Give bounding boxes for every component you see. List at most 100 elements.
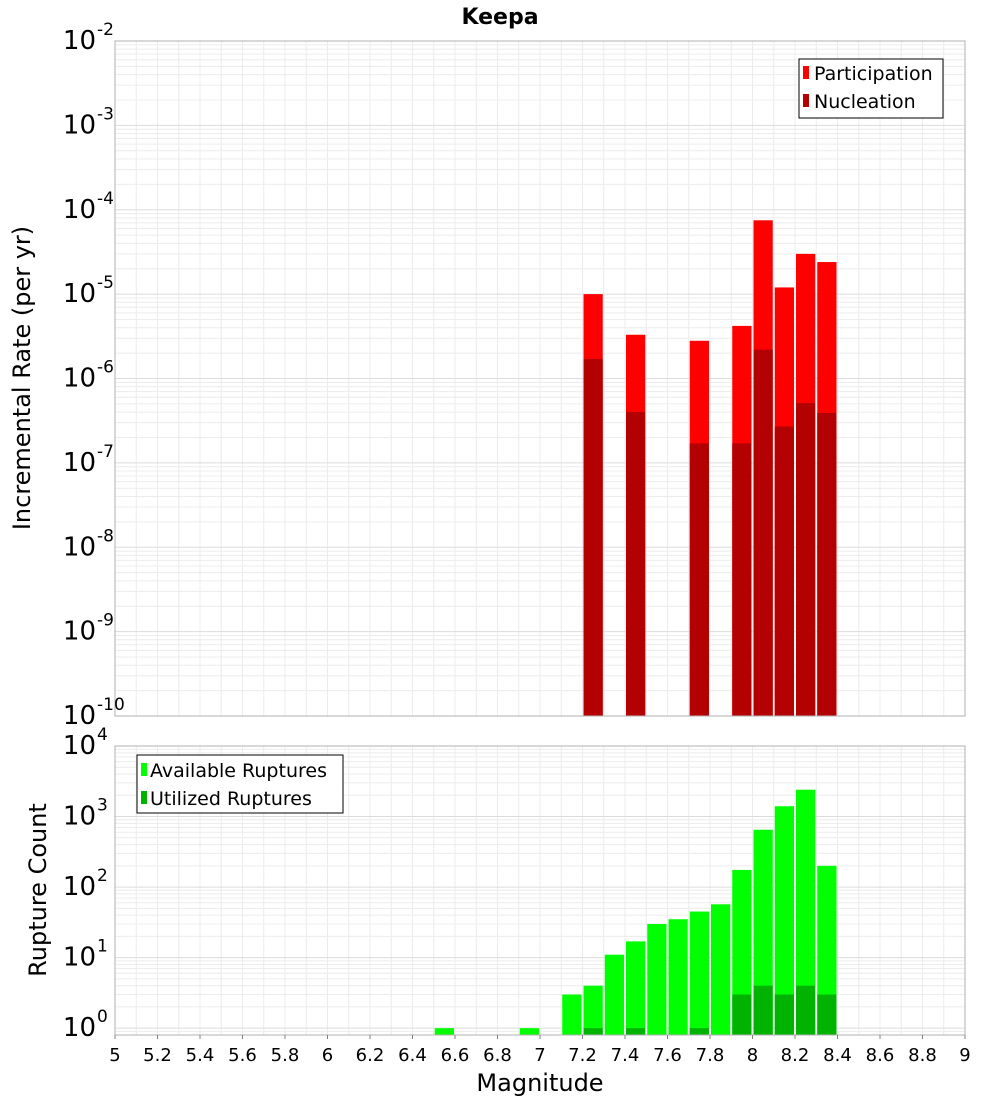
available-ruptures-bar [711,904,731,1035]
top-y-tick-exponent: -4 [97,189,114,209]
x-tick-label: 8 [747,1045,758,1066]
top-y-tick-base: 10 [63,279,96,309]
top-y-tick-exponent: -7 [97,442,114,462]
available-ruptures-bar [626,941,646,1035]
top-plot-frame [114,40,966,717]
nucleation-bar [626,412,646,716]
top-y-tick-base: 10 [63,195,96,225]
top-y-tick-exponent: -5 [97,273,114,293]
available-ruptures-bar [668,919,688,1035]
bottom-y-tick-base: 10 [63,731,96,761]
x-tick-label: 8.8 [908,1045,937,1066]
utilized-ruptures-bar [817,994,837,1035]
utilized-ruptures-bar [753,985,773,1035]
utilized-ruptures-bar [796,985,816,1035]
utilized-ruptures-bar [774,994,794,1035]
nucleation-bar [796,403,816,716]
bottom-y-tick-exponent: 0 [97,1007,108,1027]
utilized-ruptures-bar [689,1028,709,1035]
x-tick-label: 6.8 [483,1045,512,1066]
x-tick-label: 5.2 [143,1045,172,1066]
nucleation-bar [732,443,752,716]
x-tick-label: 5.6 [228,1045,257,1066]
x-tick-label: 6.6 [441,1045,470,1066]
available-ruptures-bar [519,1028,539,1035]
top-y-tick-base: 10 [63,617,96,647]
nucleation-bar [583,359,603,716]
legend-label-available: Available Ruptures [150,760,327,782]
x-tick-label: 9 [959,1045,970,1066]
legend-label-participation: Participation [814,63,933,85]
top-y-tick-base: 10 [63,532,96,562]
nucleation-bar [774,426,794,716]
top-y-tick-exponent: -8 [97,526,114,546]
bottom-y-tick-exponent: 2 [97,866,108,886]
available-ruptures-bar [647,923,667,1035]
x-axis-label: Magnitude [476,1069,603,1097]
top-y-tick-exponent: -3 [97,104,114,124]
available-ruptures-bar [583,985,603,1035]
nucleation-bar [689,443,709,716]
available-ruptures-bar [753,829,773,1035]
x-tick-labels: 5 5.2 5.4 5.6 5.8 6 6.2 6.4 6.6 6.8 7 7.2 7.4 7.6 7.8 8… [109,1035,971,1066]
top-y-tick-exponent: -6 [97,358,114,378]
utilized-ruptures-bar [626,1028,646,1035]
x-tick-label: 8.6 [866,1045,895,1066]
utilized-ruptures-bar [583,1028,603,1035]
x-tick-label: 8.4 [823,1045,852,1066]
utilized-ruptures-bar [732,994,752,1035]
chart-title: Keepa [461,5,538,30]
nucleation-bar [817,413,837,716]
x-tick-label: 7 [534,1045,545,1066]
legend-swatch-nucleation [803,94,809,107]
top-legend: Participation Nucleation [798,58,944,119]
available-ruptures-bar [796,789,816,1035]
x-tick-label: 7.6 [653,1045,682,1066]
x-tick-label: 7.2 [568,1045,597,1066]
bottom-y-tick-exponent: 1 [97,937,108,957]
legend-label-nucleation: Nucleation [814,91,916,113]
bottom-y-tick-base: 10 [63,802,96,832]
x-tick-label: 8.2 [781,1045,810,1066]
available-ruptures-bar [774,806,794,1035]
top-y-tick-base: 10 [63,110,96,140]
available-ruptures-bar [562,994,582,1035]
x-tick-label: 6 [322,1045,333,1066]
available-ruptures-bar [817,865,837,1035]
bottom-y-tick-base: 10 [63,872,96,902]
bottom-bars [434,789,837,1035]
bottom-legend: Available Ruptures Utilized Ruptures [136,754,344,814]
top-y-tick-exponent: -10 [97,695,125,715]
available-ruptures-bar [732,869,752,1035]
x-tick-label: 6.4 [398,1045,427,1066]
top-y-tick-base: 10 [63,448,96,478]
legend-swatch-available [141,763,147,776]
top-y-tick-base: 10 [63,364,96,394]
available-ruptures-bar [604,954,624,1035]
top-y-tick-base: 10 [63,26,96,56]
legend-swatch-participation [803,66,809,79]
bottom-y-tick-base: 10 [63,1013,96,1043]
x-tick-label: 6.2 [356,1045,385,1066]
available-ruptures-bar [689,911,709,1035]
bottom-y-tick-exponent: 4 [97,725,108,745]
x-tick-label: 7.4 [611,1045,640,1066]
top-y-tick-exponent: -9 [97,611,114,631]
top-grid [114,40,966,717]
top-bars [583,220,837,717]
x-tick-label: 5.8 [271,1045,300,1066]
x-tick-label: 5.4 [186,1045,215,1066]
x-tick-label: 5 [109,1045,120,1066]
top-legend-box [798,58,944,119]
bottom-legend-box [136,754,344,814]
x-tick-label: 7.8 [696,1045,725,1066]
bottom-y-axis-label: Rupture Count [24,803,52,977]
available-ruptures-bar [434,1028,454,1035]
bottom-y-tick-exponent: 3 [97,796,108,816]
legend-label-utilized: Utilized Ruptures [150,788,312,810]
